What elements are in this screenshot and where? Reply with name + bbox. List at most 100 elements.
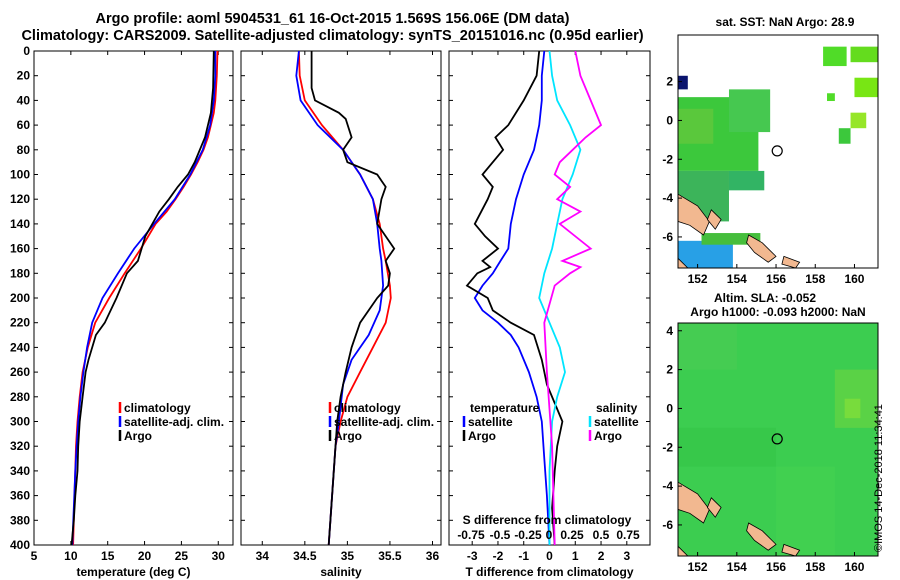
top-tick-label: 0.5 xyxy=(593,528,610,542)
x-tick-label: 152 xyxy=(688,560,708,574)
map-sst-map: 152 154 156 158 160 2 0 -2 -4 -6 xyxy=(662,34,879,286)
panel-difference: -3 -2 -1 0 1 2 3 T difference from climatology t… xyxy=(448,50,651,579)
sst-map-title: sat. SST: NaN Argo: 28.9 xyxy=(716,15,855,29)
y-tick-label: 180 xyxy=(10,266,30,280)
x-tick-label: 10 xyxy=(64,549,78,563)
legend-title-temperature: temperature xyxy=(470,401,540,415)
x-tick-label: 2 xyxy=(598,549,605,563)
y-tick-label: 380 xyxy=(10,513,30,527)
legend-label: satellite xyxy=(468,415,513,429)
x-tick-label: 154 xyxy=(727,272,747,286)
legend-label: Argo xyxy=(334,429,362,443)
y-tick-label: 340 xyxy=(10,464,30,478)
y-tick-label: 0 xyxy=(23,44,30,58)
panel-temperature: 0 20 40 60 80 100 120 140 160 180 200 220 240 260 280 3… xyxy=(10,44,234,579)
top-tick-label: 0 xyxy=(546,528,553,542)
y-tick-label: -6 xyxy=(662,518,673,532)
series-line-argo xyxy=(70,51,215,545)
y-tick-label: -4 xyxy=(662,191,673,205)
y-tick-label: 240 xyxy=(10,340,30,354)
sst-cell xyxy=(678,240,733,268)
legend-label: Argo xyxy=(468,429,496,443)
y-tick-label: 120 xyxy=(10,192,30,206)
y-tick-label: -4 xyxy=(662,479,673,493)
legend-label: Argo xyxy=(124,429,152,443)
legend-label: satellite-adj. clim. xyxy=(124,415,224,429)
x-tick-label: 154 xyxy=(727,560,747,574)
sla-map-title-line2: Argo h1000: -0.093 h2000: NaN xyxy=(690,305,865,319)
sst-cell xyxy=(844,398,861,419)
x-tick-label: 15 xyxy=(101,549,115,563)
y-tick-label: 60 xyxy=(17,118,31,132)
legend-label: Argo xyxy=(594,429,622,443)
legend-label: satellite xyxy=(594,415,639,429)
series-line-climatology xyxy=(72,51,219,545)
y-tick-label: -2 xyxy=(662,440,673,454)
y-tick-label: -6 xyxy=(662,230,673,244)
top-tick-label: -0.5 xyxy=(490,528,511,542)
sst-cell xyxy=(728,170,765,191)
legend-label: satellite-adj. clim. xyxy=(334,415,434,429)
x-tick-label: 34 xyxy=(256,549,270,563)
sst-cell xyxy=(823,46,847,67)
map-frame xyxy=(677,322,879,557)
x-tick-label: 34.5 xyxy=(293,549,317,563)
y-tick-label: 260 xyxy=(10,365,30,379)
x-tick-label: 158 xyxy=(805,272,825,286)
copyright-credit: ©IMOS 14-Dec-2018 11:34:41 xyxy=(873,404,885,552)
series-line-t-satellite xyxy=(473,51,551,545)
y-tick-label: -2 xyxy=(662,152,673,166)
y-tick-label: 220 xyxy=(10,316,30,330)
series-line-t-argo xyxy=(465,51,564,545)
top-tick-label: 0.25 xyxy=(560,528,584,542)
y-tick-label: 2 xyxy=(666,363,673,377)
x-tick-label: 152 xyxy=(688,272,708,286)
y-tick-label: 2 xyxy=(666,75,673,89)
plot-frame xyxy=(240,50,442,546)
x-axis-label: temperature (deg C) xyxy=(76,565,190,579)
y-tick-label: 300 xyxy=(10,415,30,429)
x-tick-label: -2 xyxy=(493,549,504,563)
map-frame xyxy=(677,34,879,269)
plot-frame xyxy=(33,50,234,546)
x-tick-label: 20 xyxy=(138,549,152,563)
y-tick-label: 0 xyxy=(666,401,673,415)
series-line-s-satellite xyxy=(538,51,582,545)
sst-cell xyxy=(838,128,851,144)
x-tick-label: 156 xyxy=(766,560,786,574)
y-tick-label: 360 xyxy=(10,489,30,503)
sst-cell xyxy=(701,233,761,245)
y-tick-label: 320 xyxy=(10,439,30,453)
x-axis-label: T difference from climatology xyxy=(465,565,633,579)
sst-cell xyxy=(827,93,835,102)
x-tick-label: 160 xyxy=(844,560,864,574)
x-tick-label: 5 xyxy=(31,549,38,563)
x-tick-label: 25 xyxy=(175,549,189,563)
y-tick-label: 200 xyxy=(10,291,30,305)
y-tick-label: 20 xyxy=(17,69,31,83)
x-tick-label: 35 xyxy=(341,549,355,563)
sst-cell xyxy=(678,427,777,467)
top-tick-label: 0.75 xyxy=(616,528,640,542)
series-line-satellite-adj-clim- xyxy=(71,51,217,545)
sla-map-title-line1: Altim. SLA: -0.052 xyxy=(714,291,816,305)
sst-cell xyxy=(850,46,878,63)
land-island xyxy=(746,234,777,263)
chart-title-line2: Climatology: CARS2009. Satellite-adjuste… xyxy=(21,28,644,44)
series-line-climatology xyxy=(298,51,392,545)
map-sla-map: 152 154 156 158 160 4 2 0 -2 -4 -6 xyxy=(662,322,879,574)
series-line-s-argo xyxy=(543,51,603,545)
sst-cell xyxy=(850,112,867,129)
land-island xyxy=(706,209,722,230)
x-tick-label: 35.5 xyxy=(378,549,402,563)
y-tick-label: 100 xyxy=(10,168,30,182)
y-tick-label: 400 xyxy=(10,538,30,552)
x-axis-label: salinity xyxy=(320,565,362,579)
legend-title-salinity: salinity xyxy=(596,401,638,415)
series-line-satellite-adj-clim- xyxy=(295,51,385,545)
y-tick-label: 140 xyxy=(10,217,30,231)
x-tick-label: 156 xyxy=(766,272,786,286)
sst-cell xyxy=(678,108,714,144)
top-tick-label: -0.25 xyxy=(514,528,542,542)
